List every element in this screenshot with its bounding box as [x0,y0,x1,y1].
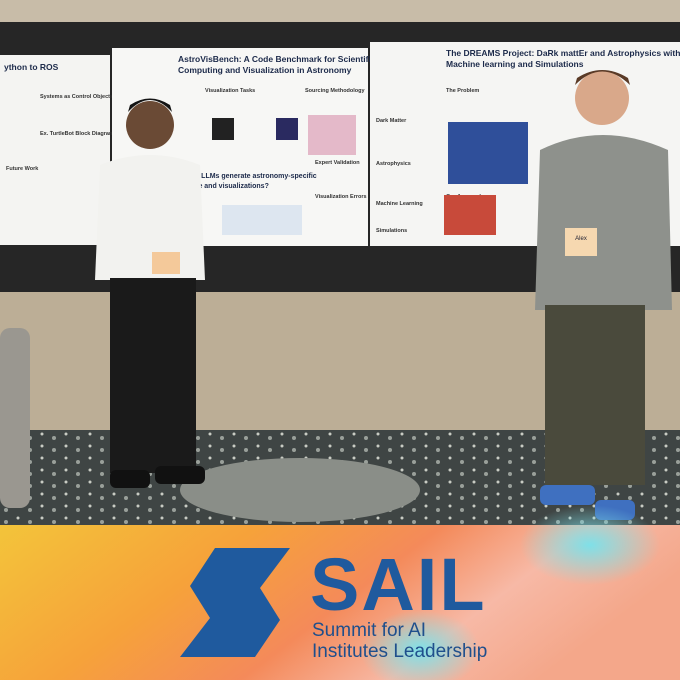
poster-heading: Machine Learning [376,201,423,207]
carpet-pattern [180,458,420,522]
poster-figure [308,115,356,155]
poster-figure [222,205,302,235]
poster-heading: Visualization Tasks [205,88,255,94]
banner-glow [520,505,660,585]
poster-figure [448,122,528,184]
poster-heading: Systems as Control Objects [40,94,113,100]
badge-name: Alex [575,236,587,242]
poster-question: code and visualizations? [186,183,269,190]
person-left [95,98,205,488]
poster-title: Computing and Visualization in Astronomy [178,65,352,75]
poster-title: Machine learning and Simulations [446,59,584,69]
poster-heading: Expert Validation [315,160,360,166]
banner-line: Summit for AI [312,620,426,641]
poster-heading: Simulations [376,228,407,234]
poster-heading: The Problem [446,88,479,94]
poster-heading: Ex. TurtleBot Block Diagram [40,131,114,137]
poster-title: AstroVisBench: A Code Benchmark for Scie… [178,54,376,64]
banner-line: Institutes Leadership [312,641,487,662]
poster-figure [444,195,496,235]
poster-question: Can LLMs generate astronomy-specific [186,173,317,180]
poster [0,55,110,245]
sail-logo-mark [180,548,290,657]
person-right: Alex [535,70,672,520]
chair [0,328,30,508]
poster-title: ython to ROS [4,62,59,72]
poster-title: The DREAMS Project: DaRk mattEr and Astr… [446,48,680,58]
banner-logo: SAIL [310,543,487,626]
poster-figure [276,118,298,140]
banner-glow [360,610,480,680]
poster-figure [212,118,234,140]
poster-heading: Dark Matter [376,118,407,124]
poster-heading: Future Work [6,166,39,172]
poster-heading: Sourcing Methodology [305,88,366,94]
poster-heading: Astrophysics [376,161,411,167]
poster-heading: Visualization Errors [315,194,367,200]
